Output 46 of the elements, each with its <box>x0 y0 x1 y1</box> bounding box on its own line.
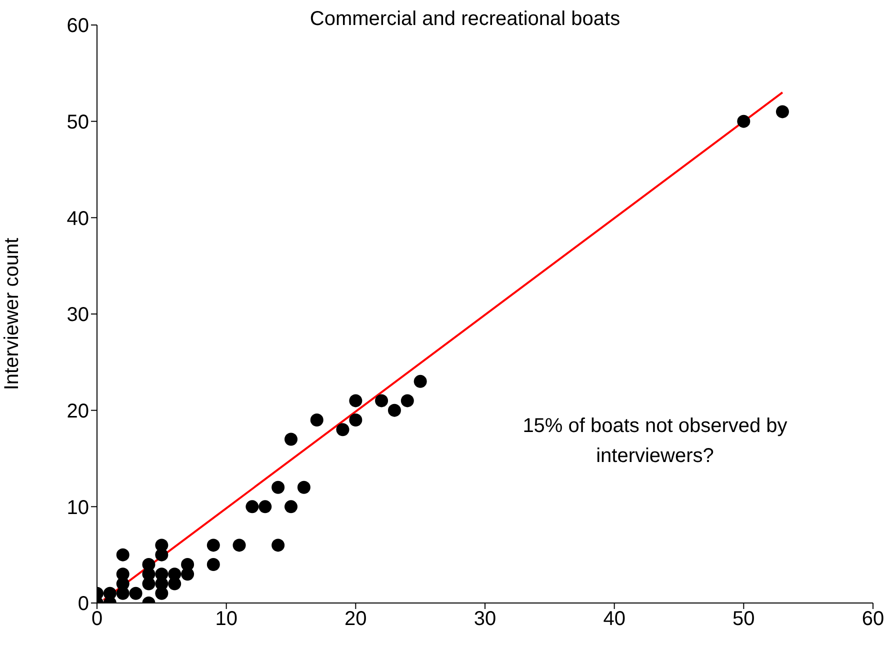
point <box>272 480 285 494</box>
y-axis-title: Interviewer count <box>1 237 24 390</box>
point <box>142 558 156 571</box>
x-tick-label: 40 <box>603 608 626 630</box>
annotation: 15% of boats not observed by interviewers? <box>522 414 788 469</box>
point <box>168 568 182 581</box>
y-tick-label: 0 <box>78 593 89 616</box>
x-tick-label: 0 <box>91 608 103 630</box>
point <box>375 394 388 408</box>
point <box>414 374 427 388</box>
y-tick-label: 50 <box>66 111 89 134</box>
x-tick-label: 30 <box>474 608 496 630</box>
point <box>272 538 285 552</box>
point <box>776 105 789 118</box>
point <box>155 568 168 581</box>
x-tick-label: 60 <box>862 608 884 630</box>
point <box>258 500 272 514</box>
y-tick-label: 20 <box>66 400 89 422</box>
x-tick-label: 10 <box>215 608 238 630</box>
point <box>349 413 362 426</box>
point <box>129 586 142 600</box>
point <box>737 114 750 128</box>
y-tick-label: 60 <box>66 15 89 38</box>
x-tick-label: 20 <box>344 608 367 630</box>
point <box>103 586 116 600</box>
point <box>349 394 362 408</box>
point <box>155 538 168 552</box>
point <box>206 558 220 571</box>
point <box>400 394 414 408</box>
point <box>297 480 310 494</box>
point <box>310 413 324 426</box>
y-tick-label: 40 <box>66 208 89 230</box>
point <box>181 558 194 571</box>
point <box>284 500 298 514</box>
point <box>116 548 130 562</box>
point <box>246 500 259 514</box>
y-tick-label: 10 <box>66 496 89 519</box>
x-tick-label: 50 <box>732 608 755 630</box>
chart-title: Commercial and recreational boats <box>308 8 622 31</box>
point <box>336 423 350 436</box>
point <box>206 538 220 552</box>
point <box>388 404 401 417</box>
y-tick-label: 30 <box>66 304 89 326</box>
point <box>116 568 130 581</box>
point <box>284 432 298 446</box>
point <box>232 538 246 552</box>
